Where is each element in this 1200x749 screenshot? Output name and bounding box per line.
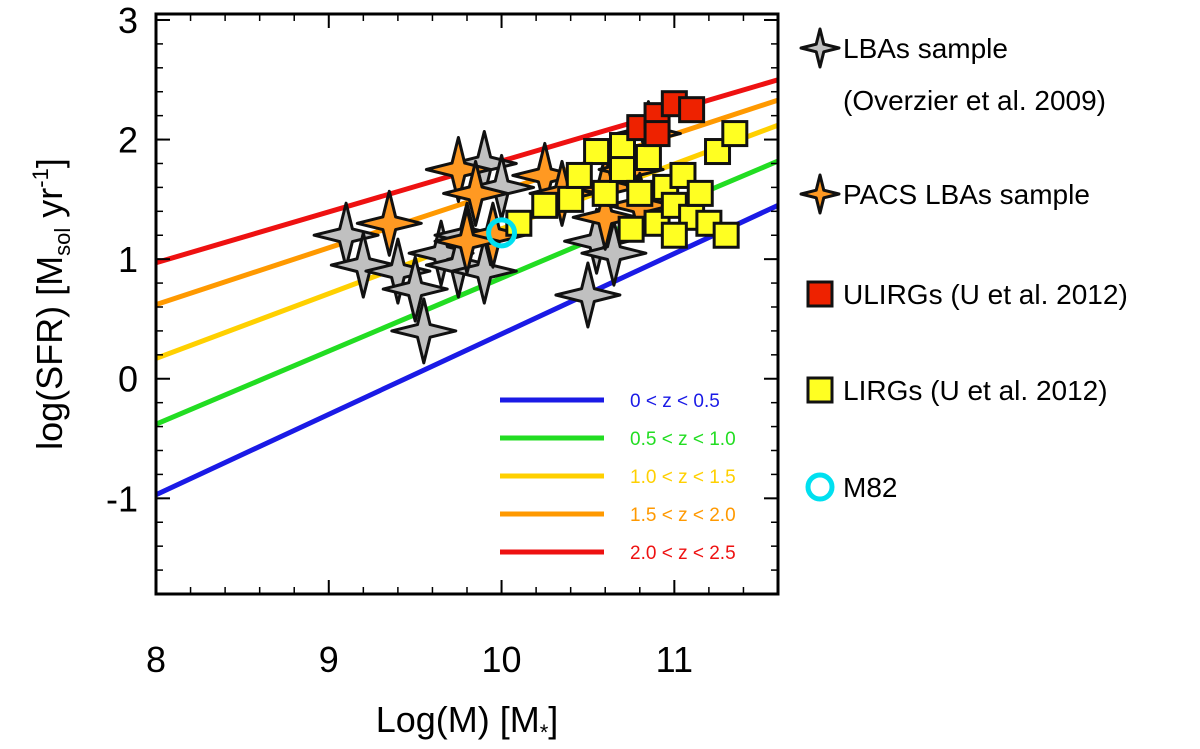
- legend-marker-4: [805, 472, 835, 502]
- point-square-2: [557, 185, 585, 213]
- legend-marker-0: [799, 27, 841, 69]
- axis-tick-labels: 8 9 10 11 -1 0 1 2 3: [106, 0, 693, 680]
- point-square-14: [686, 179, 714, 207]
- x-axis-title: Log(M) [M*]: [376, 699, 559, 745]
- legend-label-3: LIRGs (U et al. 2012): [843, 375, 1108, 406]
- legend-label-0-line2: (Overzier et al. 2009): [843, 85, 1106, 116]
- point-star4-1: [329, 231, 397, 299]
- point-square-5: [609, 155, 636, 183]
- x-tick-label: 9: [319, 639, 339, 680]
- z-legend-label-1: 0.5 < z < 1.0: [630, 429, 736, 450]
- y-axis-title-a: log(SFR) [M: [29, 256, 70, 450]
- z-legend-label-4: 2.0 < z < 2.5: [630, 543, 736, 564]
- y-tick-label: -1: [106, 478, 138, 519]
- fit-line-0: [156, 203, 778, 498]
- data-markers: [312, 90, 749, 365]
- legend-marker-2: [806, 280, 834, 308]
- point-circle-0: [486, 217, 518, 249]
- legend-label-0: LBAs sample: [843, 33, 1008, 64]
- x-tick-label: 11: [656, 639, 693, 680]
- legend-label-1: PACS LBAs sample: [843, 179, 1090, 210]
- y-tick-label: 2: [118, 120, 138, 161]
- legend-label-4: M82: [843, 472, 897, 503]
- point-star4-0: [355, 189, 423, 257]
- y-axis-title-c: ]: [29, 158, 70, 168]
- point-star4-6: [424, 231, 492, 299]
- z-legend-label-2: 1.0 < z < 1.5: [630, 467, 736, 488]
- point-star4-2: [442, 159, 510, 227]
- point-square-7: [626, 179, 654, 207]
- point-star4-4: [390, 297, 458, 365]
- y-axis-title-b: yr: [29, 188, 70, 228]
- point-square-1: [531, 191, 559, 219]
- point-square-4: [643, 120, 671, 148]
- point-star4-12: [580, 219, 648, 287]
- y-axis-title-sup: -1: [28, 168, 53, 188]
- point-square-6: [617, 215, 645, 243]
- redshift-line-legend: 0 < z < 0.5 0.5 < z < 1.0 1.0 < z < 1.5 1.5…: [500, 391, 736, 564]
- point-square-3: [583, 138, 611, 166]
- point-star4-13: [554, 261, 622, 329]
- point-square-18: [721, 120, 749, 148]
- y-tick-label: 3: [118, 0, 138, 41]
- x-axis-title-end: ]: [548, 699, 558, 740]
- x-tick-label: 10: [482, 639, 522, 680]
- axis-ticks: [155, 14, 779, 595]
- x-axis-title-sub: *: [540, 720, 549, 745]
- point-square-16: [704, 138, 732, 166]
- z-legend-label-0: 0 < z < 0.5: [630, 391, 720, 412]
- y-tick-label: 1: [118, 239, 138, 280]
- y-axis-title-sub: sol: [50, 228, 75, 256]
- point-square-20: [660, 221, 688, 249]
- y-tick-label: 0: [118, 359, 138, 400]
- legend-marker-3: [806, 376, 834, 404]
- point-square-21: [565, 161, 593, 189]
- x-axis-title-main: Log(M) [M: [376, 699, 540, 740]
- point-star4-3: [381, 255, 449, 323]
- z-legend-label-3: 1.5 < z < 2.0: [630, 505, 736, 526]
- marker-legend: LBAs sample (Overzier et al. 2009) PACS LB…: [799, 27, 1128, 503]
- point-square-3: [678, 96, 706, 124]
- legend-marker-1: [799, 173, 841, 215]
- point-square-8: [634, 144, 662, 172]
- point-star4-4: [433, 207, 501, 275]
- y-axis-title: log(SFR) [Msol yr-1]: [28, 158, 75, 450]
- x-tick-label: 8: [146, 639, 166, 680]
- point-square-4: [591, 179, 619, 207]
- point-star4-10: [571, 183, 639, 251]
- legend-label-2: ULIRGs (U et al. 2012): [843, 279, 1128, 310]
- point-square-17: [712, 221, 740, 249]
